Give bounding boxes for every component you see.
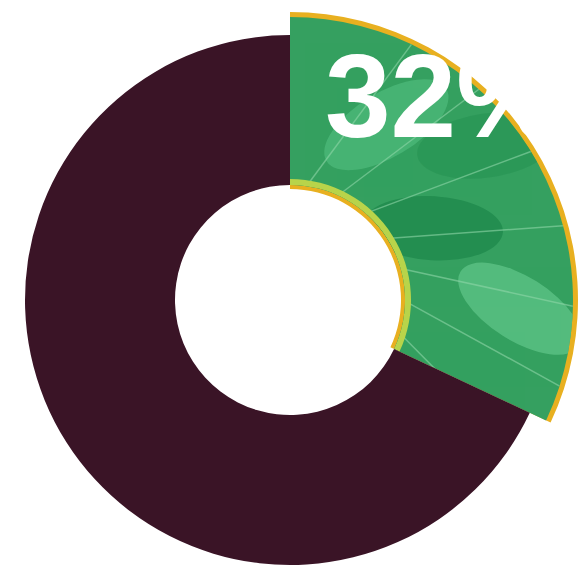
data-label: 32% (325, 30, 561, 162)
slice (290, 17, 573, 420)
slice-fringe (290, 12, 578, 423)
leaf (444, 244, 587, 373)
donut: 32% (25, 12, 587, 565)
inner-edge (290, 179, 411, 352)
chart: 32% (0, 0, 587, 582)
leaf-vein (387, 226, 563, 239)
leaf-vein (401, 268, 573, 306)
